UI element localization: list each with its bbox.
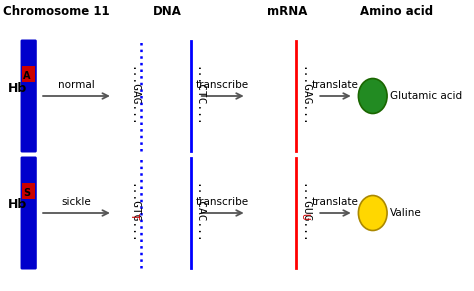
Text: Chromosome 11: Chromosome 11 (3, 5, 109, 18)
Text: Hb: Hb (8, 198, 27, 212)
Text: ...GAG...: ...GAG... (299, 66, 309, 126)
Bar (22, 66, 36, 82)
Ellipse shape (358, 79, 387, 113)
Text: transcribe: transcribe (196, 197, 249, 207)
Text: Glutamic acid: Glutamic acid (390, 91, 462, 101)
Text: A: A (23, 71, 30, 81)
Text: ...GUG...: ...GUG... (299, 183, 309, 243)
Text: normal: normal (58, 80, 95, 90)
Text: mRNA: mRNA (266, 5, 307, 18)
Text: DNA: DNA (153, 5, 182, 18)
FancyBboxPatch shape (20, 40, 37, 152)
Text: ...CTC...: ...CTC... (194, 66, 204, 126)
Text: sickle: sickle (62, 197, 91, 207)
Ellipse shape (358, 196, 387, 230)
Text: U: U (299, 213, 309, 220)
Text: S: S (23, 188, 30, 198)
Text: ...CAC...: ...CAC... (194, 183, 204, 243)
FancyBboxPatch shape (20, 157, 37, 269)
Bar (22, 183, 36, 199)
Text: T: T (129, 213, 139, 220)
Text: ...GTG...: ...GTG... (129, 183, 139, 243)
Text: translate: translate (312, 197, 359, 207)
Text: Amino acid: Amino acid (360, 5, 433, 18)
Text: translate: translate (312, 80, 359, 90)
Text: transcribe: transcribe (196, 80, 249, 90)
Text: ...GAG...: ...GAG... (129, 66, 139, 126)
Text: Valine: Valine (390, 208, 422, 218)
Text: Hb: Hb (8, 81, 27, 95)
